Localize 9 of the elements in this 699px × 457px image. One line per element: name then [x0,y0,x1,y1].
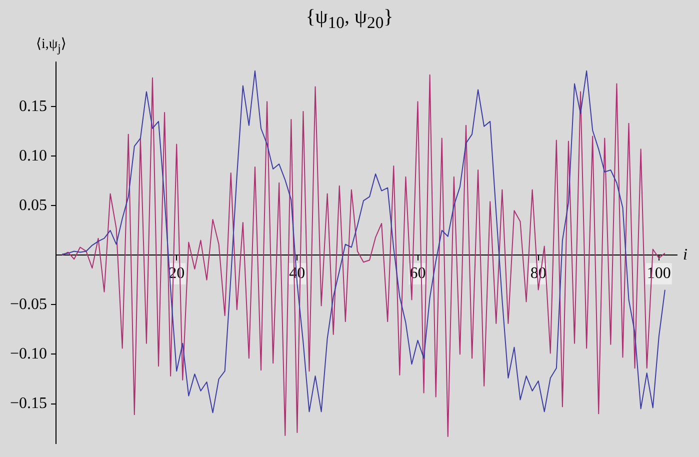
y-tick-label: −0.05 [10,296,48,313]
x-axis-title: i [683,246,688,264]
y-axis-title: ⟨i,ψ$_{j}$⟩ [36,36,66,55]
y-tick-label: −0.10 [10,345,48,362]
y-tick-label: −0.15 [10,394,48,412]
y-tick-label: 0.10 [19,147,48,164]
y-tick-label: 0.05 [19,196,48,214]
chart-title: {ψ$_{10}$, ψ$_{20}$} [304,6,394,33]
y-tick-label: 0.15 [19,98,48,115]
